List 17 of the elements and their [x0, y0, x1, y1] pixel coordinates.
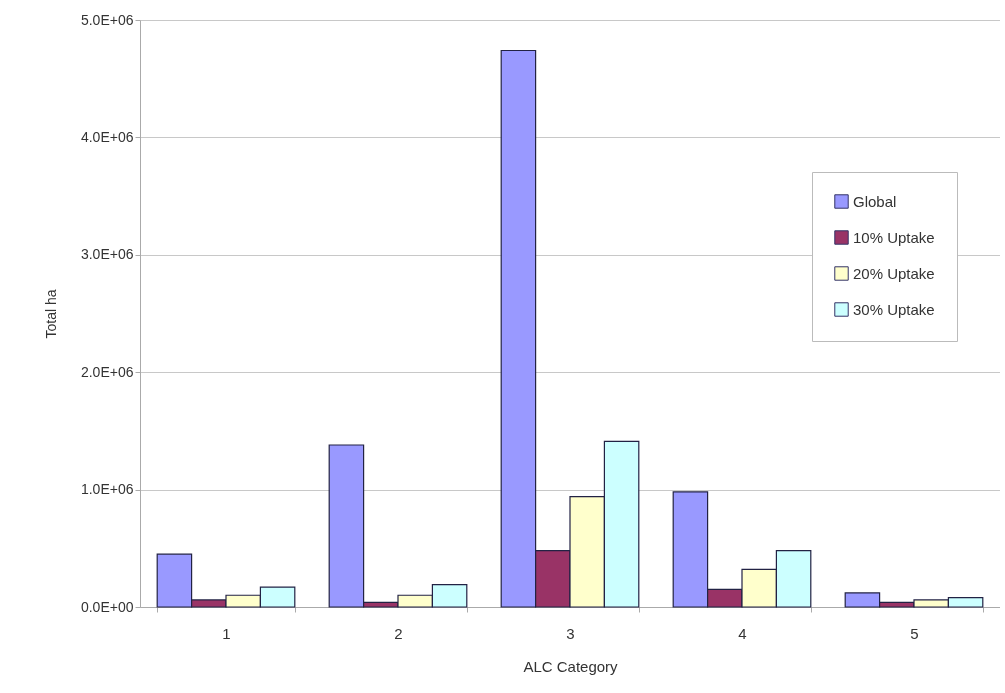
y-tick-label: 5.0E+06 [80, 11, 134, 28]
y-tick-label: 3.0E+06 [80, 246, 134, 263]
legend-label: 10% Uptake [853, 228, 935, 246]
legend-label: 20% Uptake [853, 264, 935, 282]
y-tick-label: 2.0E+06 [80, 363, 134, 380]
legend-label: 30% Uptake [853, 300, 935, 318]
y-tick-label: 1.0E+06 [80, 481, 134, 498]
x-tick-label: 3 [566, 624, 575, 642]
x-axis-title: ALC Category [523, 657, 619, 675]
y-axis-title: Total ha [42, 289, 59, 339]
x-tick-label: 1 [222, 624, 231, 642]
y-tick-label: 4.0E+06 [80, 128, 134, 145]
x-tick-label: 5 [910, 624, 919, 642]
legend-label: Global [853, 192, 897, 210]
x-tick-label: 2 [394, 624, 403, 642]
y-tick-label: 0.0E+00 [80, 598, 134, 615]
x-tick-label: 4 [738, 624, 747, 642]
